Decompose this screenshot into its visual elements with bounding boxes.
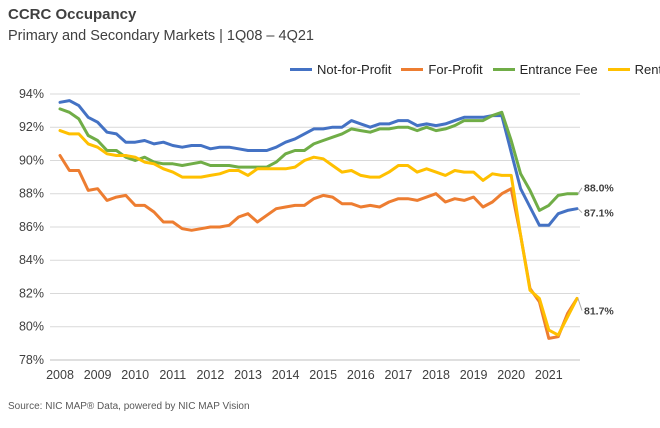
legend-swatch [290, 68, 312, 71]
data-label-leader [577, 298, 583, 311]
y-tick-label: 88% [19, 187, 44, 201]
data-label: 88.0% [584, 183, 614, 195]
y-tick-label: 92% [19, 120, 44, 134]
legend-swatch [607, 68, 630, 71]
series-line-entrance-fee [58, 107, 579, 212]
x-tick-label: 2015 [309, 368, 337, 382]
y-tick-label: 78% [19, 353, 44, 367]
x-tick-label: 2020 [497, 368, 525, 382]
legend-label: Rental [634, 62, 660, 77]
x-tick-label: 2014 [272, 368, 300, 382]
x-tick-label: 2012 [196, 368, 224, 382]
data-label-leader [577, 187, 583, 195]
source-note: Source: NIC MAP® Data, powered by NIC MA… [8, 401, 250, 412]
x-tick-label: 2008 [46, 368, 74, 382]
chart-subtitle: Primary and Secondary Markets | 1Q08 – 4… [8, 28, 314, 44]
chart-title: CCRC Occupancy [8, 6, 137, 23]
x-tick-label: 2019 [460, 368, 488, 382]
x-tick-label: 2016 [347, 368, 375, 382]
legend-swatch [492, 68, 515, 71]
y-tick-label: 82% [19, 286, 44, 300]
y-tick-label: 80% [19, 320, 44, 334]
legend-item-for-profit: For-Profit [401, 62, 483, 77]
line-chart: 78% 80% 82% 84% 86% 88% 90% 92% 94% 2008 2009 2010 2… [19, 87, 614, 382]
legend-label: Not-for-Profit [317, 62, 392, 77]
x-tick-label: 2021 [535, 368, 563, 382]
x-tick-label: 2011 [159, 368, 186, 382]
legend-swatch [401, 68, 424, 71]
y-tick-label: 84% [19, 253, 44, 267]
data-label: 87.1% [584, 208, 614, 220]
y-tick-label: 86% [19, 220, 44, 234]
x-tick-label: 2018 [422, 368, 450, 382]
x-tick-label: 2009 [84, 368, 112, 382]
legend-item-rental: Rental [607, 62, 660, 77]
y-tick-label: 94% [19, 87, 44, 101]
legend-item-entrance-fee: Entrance Fee [492, 62, 598, 77]
x-tick-label: 2010 [121, 368, 149, 382]
series-line-for-profit [58, 154, 579, 340]
x-tick-label: 2013 [234, 368, 262, 382]
series-line-rental [58, 129, 579, 337]
legend-label: For-Profit [428, 62, 483, 77]
y-tick-label: 90% [19, 153, 44, 167]
data-label: 81.7% [584, 305, 614, 317]
chart-legend: Not-for-Profit For-Profit Entrance Fee R… [290, 62, 660, 77]
data-label-leader [577, 208, 583, 214]
x-tick-label: 2017 [384, 368, 412, 382]
legend-label: Entrance Fee [519, 62, 598, 77]
legend-item-not-for-profit: Not-for-Profit [290, 62, 391, 77]
